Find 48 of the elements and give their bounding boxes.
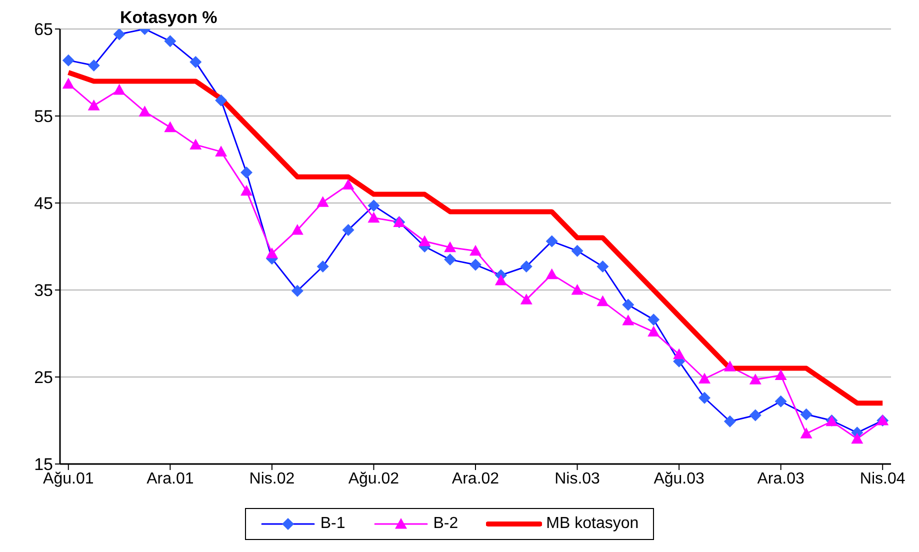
point bbox=[266, 247, 278, 258]
legend-label: B-2 bbox=[433, 515, 458, 533]
point bbox=[470, 244, 482, 256]
point bbox=[368, 212, 380, 223]
x-tick-label: Nis.03 bbox=[554, 470, 600, 488]
point bbox=[698, 372, 710, 384]
x-tick-label: Ara.03 bbox=[757, 470, 804, 488]
point bbox=[596, 295, 609, 306]
point bbox=[240, 184, 253, 196]
x-tick-label: Ağu.01 bbox=[43, 470, 94, 488]
point bbox=[190, 138, 202, 150]
point bbox=[138, 106, 151, 116]
chart-title: Kotasyon % bbox=[120, 8, 218, 28]
y-tick-label: 35 bbox=[34, 281, 53, 300]
point bbox=[316, 196, 329, 207]
y-tick-label: 55 bbox=[34, 107, 53, 126]
point bbox=[800, 428, 812, 438]
point bbox=[444, 241, 456, 252]
x-tick-label: Ağu.03 bbox=[654, 470, 705, 488]
point bbox=[774, 369, 787, 380]
point bbox=[851, 432, 864, 444]
point bbox=[571, 284, 584, 295]
x-tick-label: Ara.02 bbox=[452, 470, 500, 488]
point bbox=[113, 84, 126, 95]
y-tick-label: 65 bbox=[34, 20, 53, 40]
x-tick-label: Ağu.02 bbox=[348, 470, 400, 488]
point bbox=[291, 224, 304, 235]
point bbox=[749, 374, 762, 384]
point bbox=[62, 78, 74, 89]
x-tick-label: Nis.02 bbox=[249, 470, 295, 488]
legend-label: B-1 bbox=[320, 515, 346, 533]
point bbox=[648, 326, 660, 337]
point bbox=[164, 121, 176, 132]
point bbox=[88, 100, 100, 110]
y-tick-label: 25 bbox=[34, 368, 53, 388]
point bbox=[546, 268, 558, 280]
point bbox=[520, 294, 532, 304]
point bbox=[673, 348, 686, 360]
point bbox=[215, 146, 228, 156]
y-tick-label: 45 bbox=[34, 194, 53, 214]
point bbox=[342, 178, 354, 190]
x-tick-label: Nis.04 bbox=[860, 470, 906, 488]
x-tick-label: Ara.01 bbox=[146, 470, 194, 488]
point bbox=[418, 235, 431, 246]
legend-label: MB kotasyon bbox=[546, 515, 639, 533]
point bbox=[724, 360, 736, 372]
point bbox=[622, 314, 634, 326]
point bbox=[494, 274, 507, 286]
